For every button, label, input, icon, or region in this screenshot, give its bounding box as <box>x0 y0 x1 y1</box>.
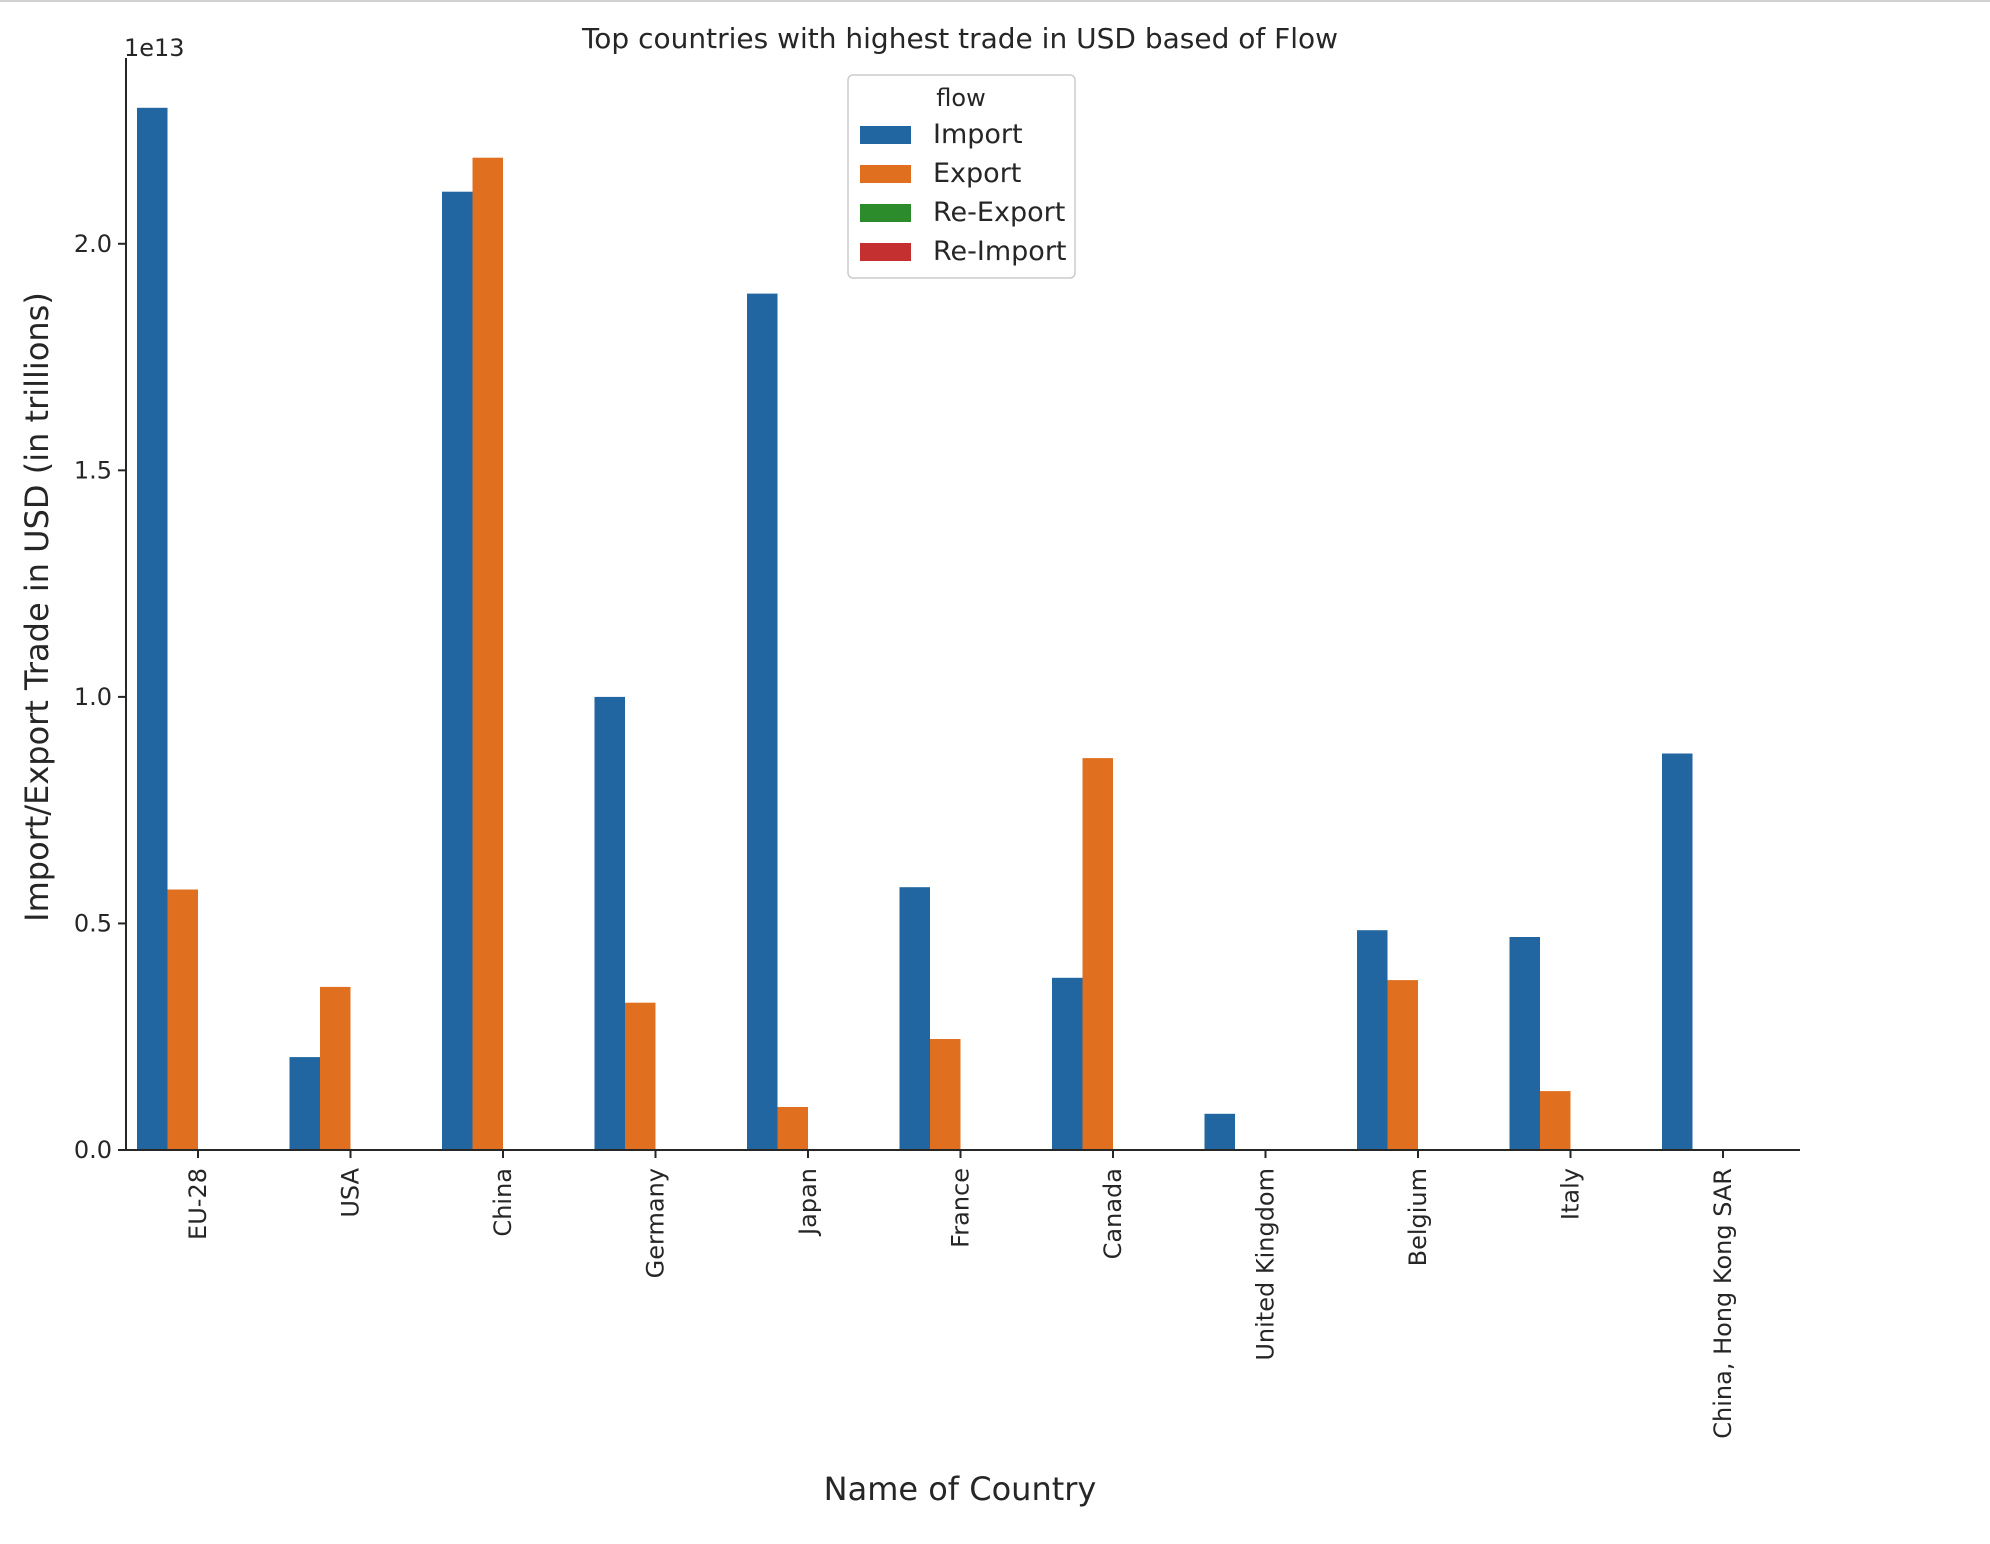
bar-export-italy <box>1540 1091 1571 1150</box>
y-tick-label: 0.5 <box>74 909 112 937</box>
bar-export-china <box>472 157 503 1150</box>
y-tick-label: 1.0 <box>74 683 112 711</box>
legend-items: Import Export Re-Export Re-Import <box>860 119 1067 267</box>
y-tick-label: 0.0 <box>74 1136 112 1164</box>
bar-import-germany <box>594 696 625 1150</box>
y-ticks-group: 0.0 0.5 1.0 1.5 2.0 <box>74 230 126 1164</box>
x-tick-label: China, Hong Kong SAR <box>1709 1168 1737 1439</box>
bar-export-france <box>930 1039 961 1150</box>
bar-export-belgium <box>1387 980 1418 1150</box>
legend-label-import: Import <box>933 119 1023 150</box>
chart-title: Top countries with highest trade in USD … <box>581 22 1338 55</box>
x-tick-label: Japan <box>794 1168 822 1237</box>
y-axis-offset-label: 1e13 <box>124 34 185 62</box>
bar-import-canada <box>1052 977 1083 1150</box>
legend-frame <box>847 74 1076 279</box>
x-tick-label: Belgium <box>1404 1168 1432 1266</box>
bar-import-eu-28 <box>137 107 168 1150</box>
bar-export-germany <box>625 1002 656 1150</box>
x-ticks-group: EU-28 USA China Germany Japan France Canada Uni… <box>184 1150 1737 1439</box>
bar-import-united-kingdom <box>1204 1113 1235 1150</box>
bars-group <box>137 107 1693 1151</box>
legend-swatch-import <box>860 126 911 144</box>
y-tick-label: 1.5 <box>74 456 112 484</box>
legend-swatch-export <box>860 165 911 183</box>
x-tick-label: Canada <box>1099 1168 1127 1259</box>
x-tick-label: USA <box>337 1167 365 1217</box>
legend-label-export: Export <box>933 158 1021 189</box>
x-tick-label: Italy <box>1557 1168 1585 1220</box>
x-tick-label: China <box>489 1168 517 1237</box>
bar-import-usa <box>289 1057 320 1150</box>
legend-label-re-import: Re-Import <box>933 236 1067 267</box>
legend-swatch-re-export <box>860 204 911 222</box>
x-tick-label: EU-28 <box>184 1168 212 1240</box>
x-tick-label: Germany <box>642 1168 670 1278</box>
x-axis-label: Name of Country <box>824 1470 1097 1508</box>
y-axis-label: Import/Export Trade in USD (in trillions… <box>18 292 56 922</box>
legend-swatch-re-import <box>860 243 911 261</box>
legend-title: flow <box>936 84 985 112</box>
bar-import-france <box>899 887 930 1150</box>
y-tick-label: 2.0 <box>74 230 112 258</box>
bar-import-japan <box>747 293 778 1151</box>
bar-import-china <box>442 191 473 1150</box>
bar-import-china-hong-kong-sar <box>1662 753 1693 1150</box>
bar-export-eu-28 <box>167 889 198 1150</box>
bar-import-italy <box>1509 937 1540 1150</box>
bar-export-usa <box>320 986 351 1150</box>
bar-export-canada <box>1082 758 1113 1150</box>
bar-import-belgium <box>1357 930 1388 1150</box>
x-tick-label: France <box>947 1168 975 1248</box>
legend: flow Import Export Re-Export Re-Import <box>847 74 1076 279</box>
bar-export-japan <box>777 1107 808 1150</box>
x-tick-label: United Kingdom <box>1252 1168 1280 1361</box>
legend-label-re-export: Re-Export <box>933 197 1065 228</box>
